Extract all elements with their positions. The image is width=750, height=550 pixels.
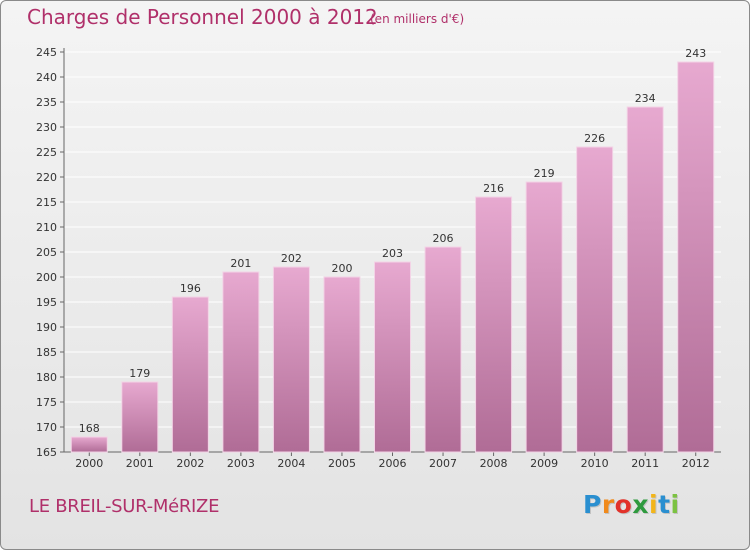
y-tick-label: 190 — [36, 321, 57, 334]
logo-letter: t — [658, 490, 671, 519]
chart-title: Charges de Personnel 2000 à 2012 — [27, 5, 378, 29]
x-tick-label: 2009 — [530, 457, 558, 470]
data-label: 200 — [331, 262, 352, 275]
data-label: 202 — [281, 252, 302, 265]
bar — [121, 381, 159, 453]
bar — [171, 296, 209, 453]
bar — [70, 436, 108, 453]
logo-letter: r — [601, 490, 615, 519]
x-tick-label: 2012 — [682, 457, 710, 470]
commune-name: LE BREIL-SUR-MéRIZE — [29, 496, 220, 517]
y-tick-label: 240 — [36, 71, 57, 84]
x-tick-label: 2006 — [379, 457, 407, 470]
y-tick-label: 180 — [36, 371, 57, 384]
bar — [424, 246, 462, 453]
bar — [272, 266, 310, 453]
y-tick-label: 195 — [36, 296, 57, 309]
y-tick-label: 170 — [36, 421, 57, 434]
x-tick-label: 2000 — [75, 457, 103, 470]
y-tick-label: 175 — [36, 396, 57, 409]
bar — [626, 106, 664, 453]
y-tick-label: 165 — [36, 446, 57, 459]
bar — [374, 261, 411, 453]
bars — [70, 61, 715, 453]
x-tick-label: 2005 — [328, 457, 356, 470]
x-tick-label: 2003 — [227, 457, 255, 470]
data-label: 234 — [635, 92, 656, 105]
x-tick-label: 2010 — [581, 457, 609, 470]
bar — [323, 276, 361, 453]
x-tick-label: 2001 — [126, 457, 154, 470]
logo-letter: o — [614, 490, 633, 519]
bar — [525, 181, 563, 453]
x-tick-label: 2004 — [277, 457, 305, 470]
data-label: 201 — [230, 257, 251, 270]
data-label: 203 — [382, 247, 403, 260]
bar — [576, 146, 614, 453]
x-tick-label: 2007 — [429, 457, 457, 470]
x-tick-label: 2002 — [176, 457, 204, 470]
logo-letter: i — [670, 490, 680, 519]
y-tick-label: 215 — [36, 196, 57, 209]
data-label: 196 — [180, 282, 201, 295]
y-tick-label: 230 — [36, 121, 57, 134]
bar — [222, 271, 260, 453]
data-label: 206 — [433, 232, 454, 245]
y-tick-label: 200 — [36, 271, 57, 284]
y-tick-label: 210 — [36, 221, 57, 234]
bar — [677, 61, 715, 453]
labels: 165 170 175 180 185 190 195 200 205 210 215 220 225 2… — [36, 46, 710, 470]
x-tick-label: 2008 — [480, 457, 508, 470]
x-tick-label: 2011 — [631, 457, 659, 470]
chart-subtitle: (en milliers d'€) — [370, 12, 465, 26]
proxiti-logo[interactable]: Proxiti — [583, 490, 680, 519]
data-label: 243 — [685, 47, 706, 60]
y-tick-label: 205 — [36, 246, 57, 259]
y-tick-label: 245 — [36, 46, 57, 59]
bar — [475, 196, 513, 453]
data-label: 226 — [584, 132, 605, 145]
y-tick-label: 235 — [36, 96, 57, 109]
logo-letter: x — [632, 490, 649, 519]
data-label: 216 — [483, 182, 504, 195]
logo-letter: i — [649, 490, 659, 519]
y-tick-label: 220 — [36, 171, 57, 184]
data-label: 168 — [79, 422, 100, 435]
logo-letter: P — [583, 490, 602, 519]
data-label: 219 — [534, 167, 555, 180]
y-tick-label: 185 — [36, 346, 57, 359]
data-label: 179 — [129, 367, 150, 380]
y-tick-label: 225 — [36, 146, 57, 159]
